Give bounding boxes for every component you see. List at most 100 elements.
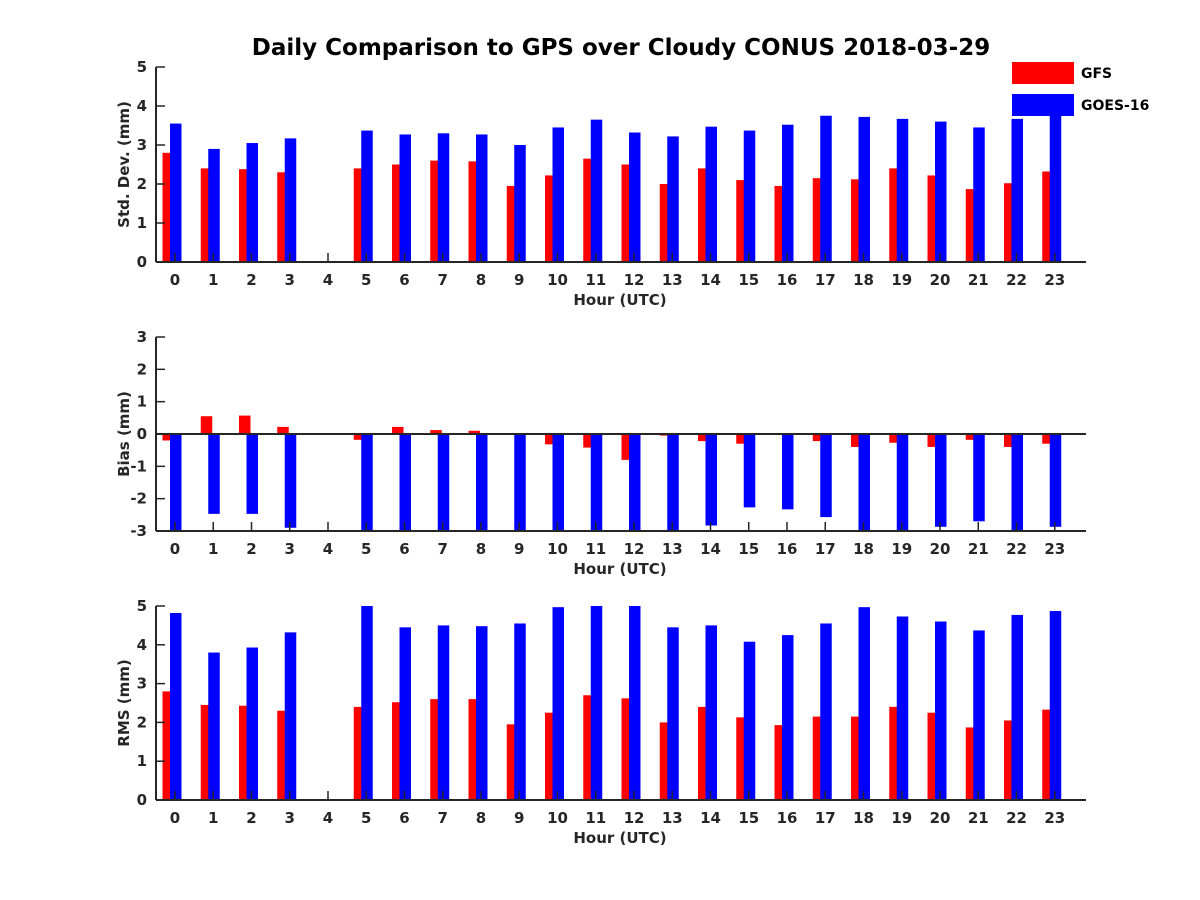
legend-swatch-goes-16 [1012,94,1074,116]
bar-goes-16-18 [858,116,870,262]
bar-goes-16-19 [896,434,909,531]
x-tick-label: 14 [700,271,721,289]
x-tick-label: 10 [547,540,568,558]
x-tick-label: 21 [968,540,989,558]
x-tick-label: 13 [662,271,683,289]
x-tick-label: 9 [514,271,524,289]
x-tick-label: 16 [777,271,798,289]
bar-gfs-10 [545,712,557,800]
x-tick-label: 12 [624,271,645,289]
y-tick-label: -1 [130,457,147,475]
bar-goes-16-20 [935,434,947,527]
legend-label-gfs: GFS [1081,66,1112,82]
bar-goes-16-18 [858,434,870,531]
bar-goes-16-2 [246,434,258,514]
bar-gfs-10 [545,175,557,262]
y-tick-label: 3 [137,136,147,154]
x-tick-label: 20 [930,540,951,558]
x-tick-label: 17 [815,809,836,827]
bar-gfs-0 [162,152,174,262]
bar-gfs-16 [774,185,786,262]
y-axis-label: Std. Dev. (mm) [115,101,133,228]
legend-swatch-gfs [1012,62,1074,84]
x-tick-label: 7 [438,540,448,558]
x-tick-label: 11 [585,540,606,558]
y-axis-label: RMS (mm) [115,659,133,746]
bar-goes-16-9 [514,434,526,531]
x-tick-label: 12 [624,809,645,827]
bar-gfs-8 [468,699,480,800]
bar-gfs-11 [583,434,595,448]
bar-goes-16-13 [667,627,679,800]
bar-gfs-5 [353,434,366,440]
bar-goes-16-0 [170,612,182,800]
x-tick-label: 17 [815,271,836,289]
bar-gfs-19 [889,706,901,800]
bar-goes-16-9 [514,623,526,800]
bar-gfs-15 [736,180,748,262]
chart-legend: GFS GOES-16 [1012,62,1149,116]
y-tick-label: 4 [137,97,147,115]
bar-gfs-1 [200,416,213,434]
bar-goes-16-22 [1011,434,1023,531]
bar-goes-16-10 [552,434,564,531]
bar-gfs-23 [1042,709,1054,800]
x-tick-label: 17 [815,540,836,558]
bar-gfs-7 [430,699,442,800]
bar-gfs-2 [239,705,251,800]
x-tick-label: 0 [170,271,180,289]
bar-goes-16-12 [629,132,641,262]
bar-goes-16-23 [1049,611,1062,800]
bar-goes-16-16 [782,124,794,262]
x-tick-label: 18 [853,540,874,558]
bar-gfs-20 [927,434,939,447]
bar-goes-16-8 [476,134,488,262]
x-tick-label: 14 [700,809,721,827]
x-tick-label: 16 [777,809,798,827]
bar-goes-16-17 [820,434,832,518]
bar-gfs-17 [812,716,825,800]
x-tick-label: 2 [246,271,256,289]
bar-goes-16-21 [973,630,985,800]
bar-goes-16-0 [170,123,182,262]
bar-gfs-20 [927,175,939,262]
x-axis-label: Hour (UTC) [573,291,666,309]
bar-gfs-22 [1004,434,1016,447]
bar-gfs-3 [277,710,289,800]
bar-goes-16-6 [399,627,411,800]
bar-gfs-23 [1042,171,1054,262]
y-tick-label: 4 [137,636,147,654]
bar-gfs-17 [812,178,825,262]
bar-gfs-5 [353,706,366,800]
bar-gfs-18 [851,434,863,447]
bar-goes-16-3 [284,632,297,800]
bar-goes-16-13 [667,434,679,531]
x-tick-label: 19 [891,809,912,827]
x-tick-label: 22 [1006,809,1027,827]
x-tick-label: 19 [891,271,912,289]
x-tick-label: 15 [738,271,759,289]
bar-goes-16-14 [705,434,717,526]
bar-gfs-3 [277,426,289,434]
y-tick-label: 2 [137,360,147,378]
x-tick-label: 23 [1044,271,1065,289]
bar-goes-16-1 [208,434,220,514]
x-tick-label: 7 [438,271,448,289]
bar-goes-16-12 [629,434,641,531]
bar-gfs-23 [1042,434,1054,444]
bar-gfs-9 [506,185,519,262]
x-tick-label: 5 [361,809,371,827]
bar-gfs-15 [736,717,748,800]
bar-gfs-8 [468,430,480,434]
x-tick-label: 10 [547,271,568,289]
x-tick-label: 6 [399,809,409,827]
x-tick-label: 18 [853,809,874,827]
bar-goes-16-20 [935,621,947,800]
bar-goes-16-23 [1049,109,1062,263]
bar-goes-16-22 [1011,118,1023,263]
bar-gfs-21 [965,189,978,262]
x-tick-label: 8 [476,271,486,289]
x-tick-label: 11 [585,271,606,289]
